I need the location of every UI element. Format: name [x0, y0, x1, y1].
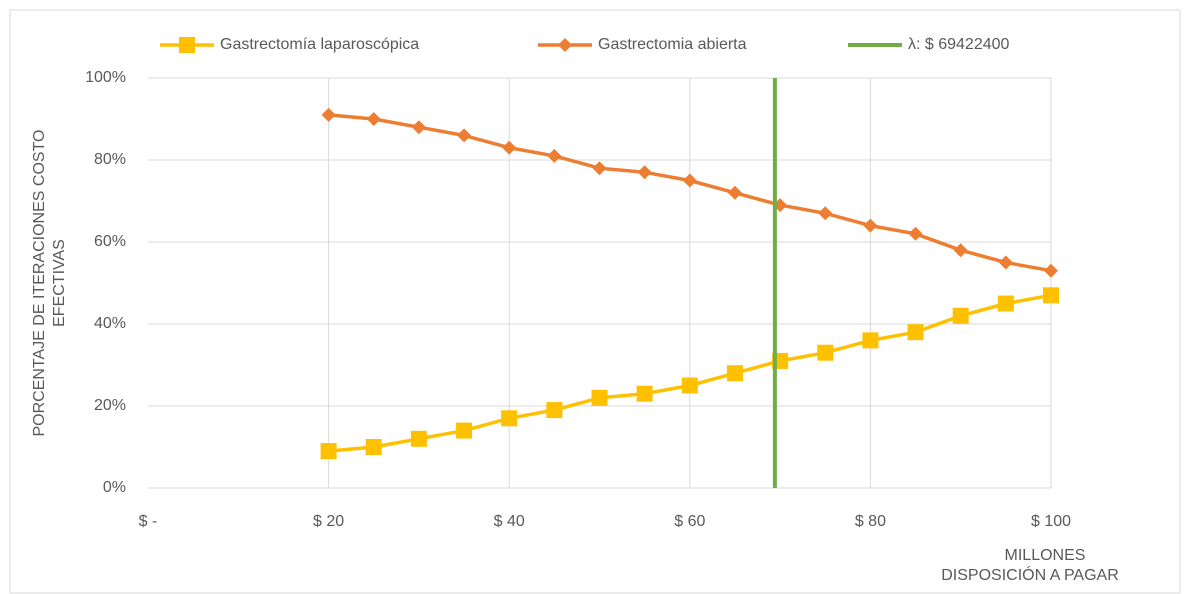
marker — [591, 389, 608, 406]
y-tick-label: 100% — [85, 69, 126, 86]
marker — [502, 140, 517, 155]
marker — [456, 422, 473, 439]
marker — [546, 402, 563, 419]
marker — [366, 112, 381, 126]
marker — [410, 430, 427, 447]
x-tick-label: $ - — [139, 513, 158, 530]
marker — [637, 165, 652, 180]
y-tick-label: 80% — [94, 151, 126, 168]
x-axis-title: DISPOSICIÓN A PAGAR — [941, 565, 1119, 584]
marker — [547, 148, 562, 163]
y-tick-label: 20% — [94, 397, 126, 414]
legend-label: Gastrectomía laparoscópica — [220, 36, 419, 53]
y-tick-label: 60% — [94, 233, 126, 250]
marker — [321, 107, 336, 122]
y-tick-label: 0% — [103, 479, 126, 496]
marker — [907, 324, 924, 341]
marker — [411, 120, 426, 135]
marker — [863, 218, 878, 233]
x-tick-label: $ 40 — [494, 513, 525, 530]
marker — [727, 185, 742, 200]
marker — [997, 295, 1014, 312]
marker — [179, 37, 195, 53]
marker — [998, 255, 1013, 270]
x-tick-label: $ 20 — [313, 513, 344, 530]
marker — [818, 206, 833, 221]
chart-frame — [9, 9, 1181, 594]
marker — [457, 128, 472, 143]
legend-label: λ: $ 69422400 — [908, 36, 1010, 53]
x-tick-label: $ 60 — [674, 513, 705, 530]
y-axis-title: PORCENTAJE DE ITERACIONES COSTO EFECTIVA… — [31, 129, 68, 437]
marker — [817, 344, 834, 361]
legend-label: Gastrectomia abierta — [598, 36, 747, 53]
marker — [592, 161, 607, 176]
marker — [862, 332, 879, 349]
marker — [320, 443, 337, 460]
marker — [953, 243, 968, 258]
marker — [558, 38, 572, 52]
marker — [1043, 287, 1059, 304]
x-tick-label: $ 100 — [1031, 513, 1071, 530]
marker — [681, 377, 698, 394]
marker — [365, 439, 382, 455]
marker — [952, 307, 969, 324]
marker — [726, 365, 743, 382]
marker — [1044, 263, 1058, 278]
x-units: MILLONES — [1005, 547, 1086, 564]
marker — [501, 410, 518, 427]
y-tick-label: 40% — [94, 315, 126, 332]
x-tick-label: $ 80 — [855, 513, 886, 530]
marker — [682, 173, 697, 188]
marker — [908, 226, 923, 241]
marker — [636, 385, 653, 402]
